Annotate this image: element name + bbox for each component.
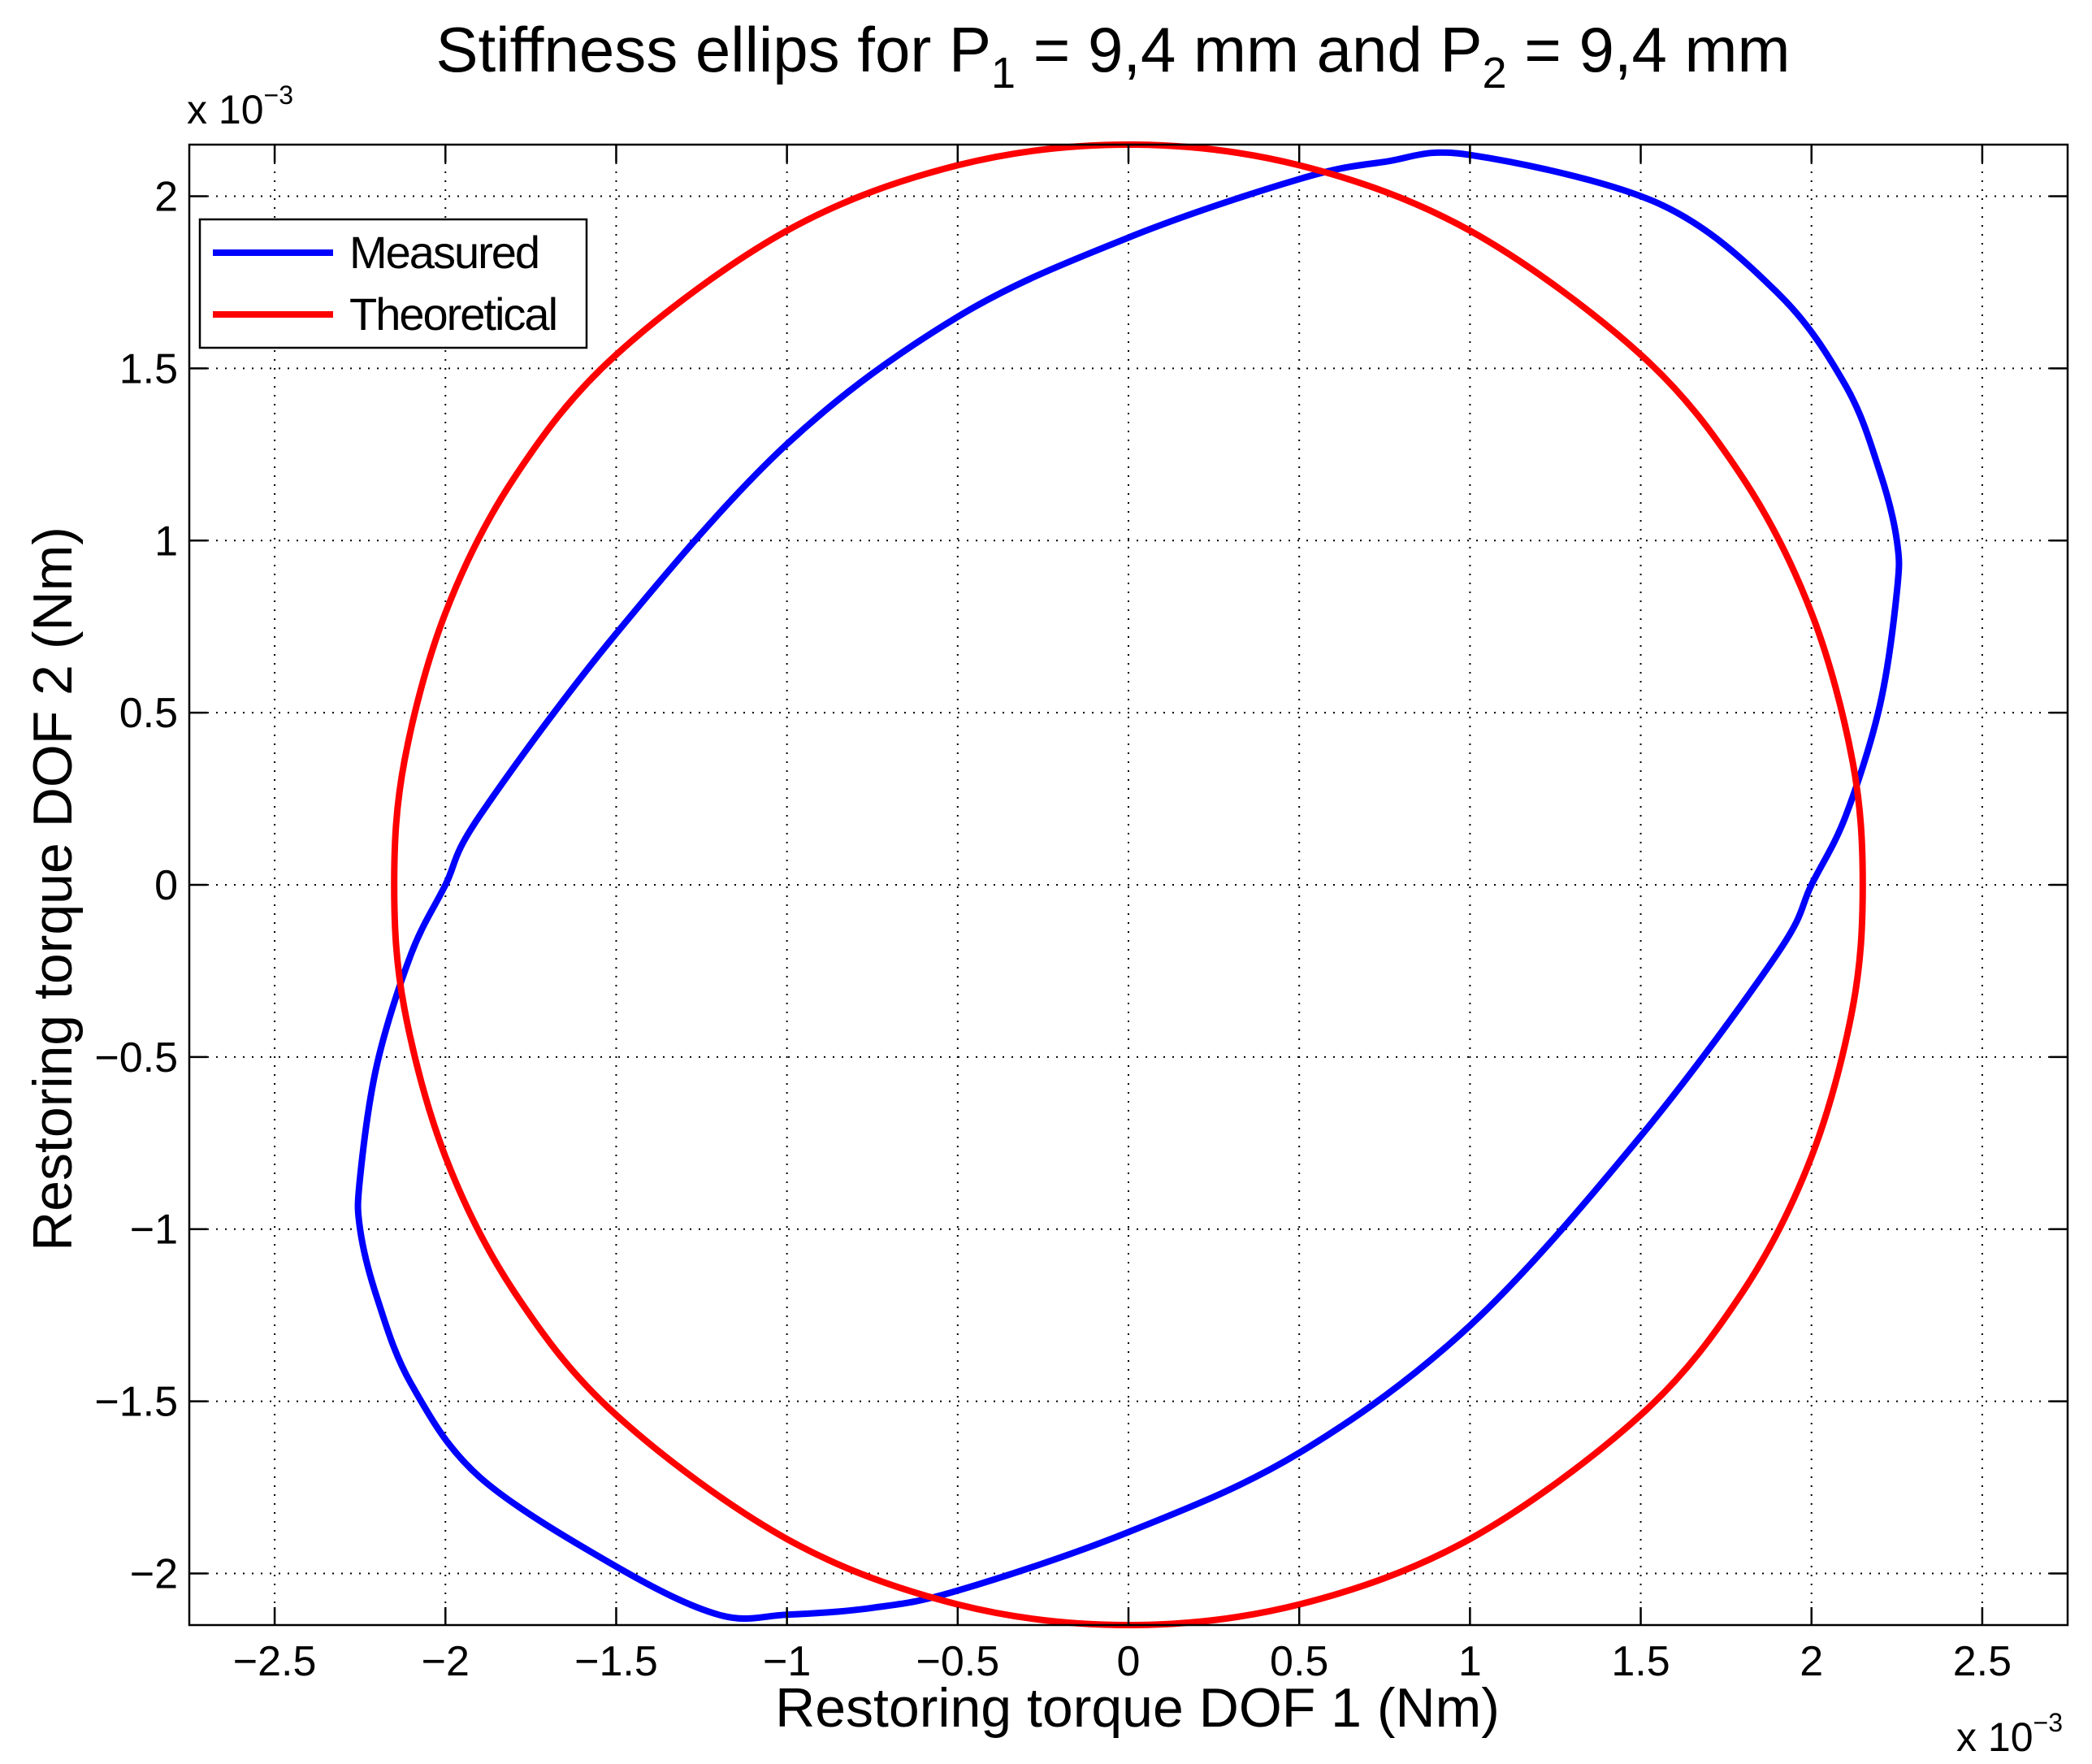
- y-axis-label: Restoring torque DOF 2 (Nm): [22, 527, 84, 1251]
- x-tick-label: 0.5: [1270, 1638, 1328, 1685]
- x-tick-label: 1: [1458, 1638, 1482, 1685]
- x-tick-label: −0.5: [916, 1638, 999, 1685]
- chart-title-middle: = 9,4 mm and P: [1016, 14, 1482, 85]
- y-tick-label: 2: [154, 174, 178, 221]
- y-axis-multiplier: x 10−3: [187, 80, 293, 132]
- grid-lines: [189, 145, 2068, 1625]
- x-axis-multiplier-exponent: −3: [2034, 1708, 2063, 1737]
- x-tick-label: 1.5: [1611, 1638, 1670, 1685]
- legend-box: [198, 218, 588, 349]
- chart-title-prefix: Stiffness ellips for P: [435, 14, 991, 85]
- y-axis-multiplier-exponent: −3: [264, 80, 293, 110]
- x-tick-label: −2.5: [233, 1638, 317, 1685]
- x-tick-label: 2: [1800, 1638, 1823, 1685]
- y-tick-label: 1: [154, 518, 178, 565]
- y-axis-multiplier-base: x 10: [187, 87, 264, 132]
- x-tick-label: −1: [763, 1638, 811, 1685]
- y-tick-label: 0.5: [119, 690, 178, 737]
- x-axis-multiplier: x 10−3: [1956, 1708, 2063, 1760]
- x-axis-multiplier-base: x 10: [1956, 1714, 2034, 1760]
- legend-label-theoretical: Theoretical: [349, 288, 557, 340]
- y-tick-label: −2: [130, 1550, 178, 1597]
- chart-title-subscript-1: 1: [991, 49, 1016, 98]
- axis-ticks: −2.5 −2 −1.5 −1 −0.5 0 0.5 1 1.5 2 2.5 −2 −1.5 −1 −0.5…: [94, 145, 2068, 1685]
- x-axis-label: Restoring torque DOF 1 (Nm): [775, 1677, 1500, 1739]
- legend-label-measured: Measured: [349, 227, 539, 278]
- legend: Measured Theoretical: [198, 218, 588, 349]
- chart-title: Stiffness ellips for P1 = 9,4 mm and P2 …: [435, 14, 1790, 98]
- y-tick-label: −1: [130, 1207, 178, 1254]
- series-line-measured: [354, 149, 1903, 1622]
- y-tick-label: −1.5: [94, 1379, 178, 1426]
- x-tick-label: 2.5: [1953, 1638, 2012, 1685]
- y-tick-label: −0.5: [94, 1034, 178, 1081]
- chart-title-suffix: = 9,4 mm: [1507, 14, 1791, 85]
- x-tick-label: 0: [1117, 1638, 1141, 1685]
- y-tick-label: 0: [154, 862, 178, 909]
- chart-title-subscript-2: 2: [1483, 49, 1507, 98]
- x-tick-label: −1.5: [574, 1638, 658, 1685]
- y-tick-label: 1.5: [119, 345, 178, 392]
- x-tick-label: −2: [422, 1638, 470, 1685]
